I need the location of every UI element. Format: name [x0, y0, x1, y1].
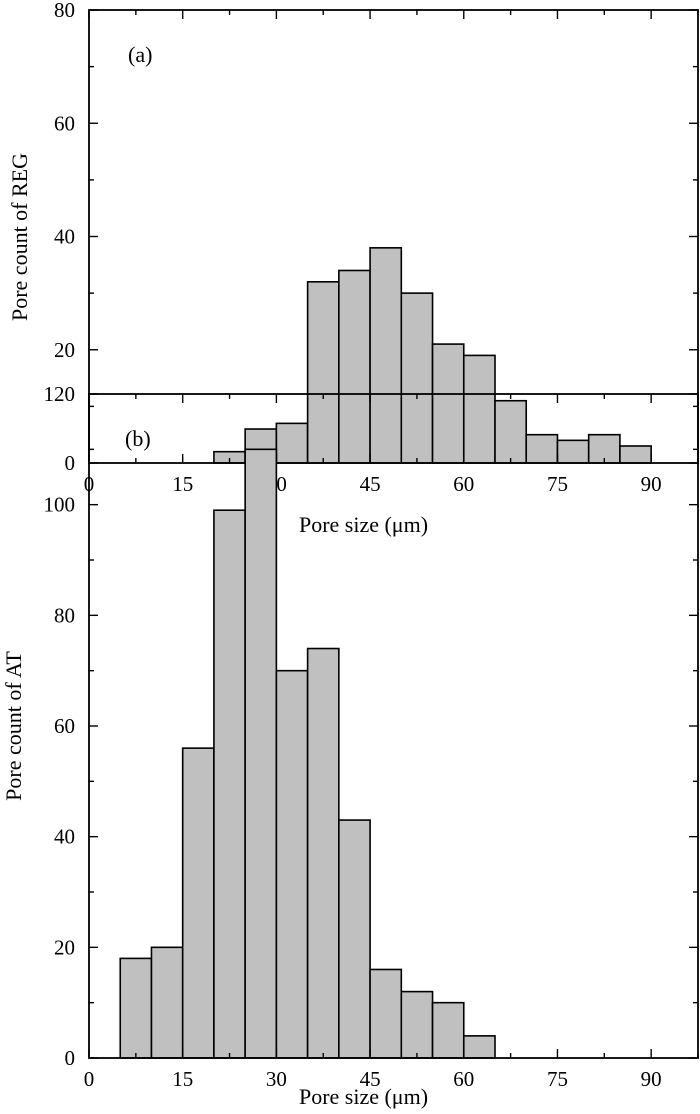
histogram-bar	[306, 647, 340, 1059]
histogram-bar	[150, 946, 184, 1059]
histogram-bar	[338, 269, 371, 464]
x-tick-label: 15	[172, 1067, 193, 1091]
y-tick-label: 100	[44, 493, 76, 517]
histogram-bar	[556, 439, 590, 464]
y-tick-label: 20	[54, 338, 75, 362]
x-tick-label: 0	[84, 1067, 95, 1091]
x-tick-label: 45	[360, 472, 381, 496]
histogram-bar	[400, 292, 434, 464]
x-tick-label: 45	[360, 1067, 381, 1091]
x-tick-label: 90	[641, 472, 662, 496]
histogram-bar	[119, 957, 153, 1059]
y-tick-label: 120	[44, 382, 76, 406]
y-tick-label: 80	[54, 603, 75, 627]
x-tick-label: 60	[453, 1067, 474, 1091]
histogram-bar	[213, 509, 246, 1059]
y-tick-label: 0	[65, 451, 76, 475]
histogram-bar	[494, 399, 528, 464]
histogram-bar	[462, 1035, 496, 1059]
x-axis-title: Pore size (μm)	[299, 512, 428, 537]
y-tick-label: 40	[54, 225, 75, 249]
histogram-bar	[431, 343, 465, 464]
y-tick-label: 20	[54, 935, 75, 959]
histogram-bar	[431, 1001, 465, 1059]
y-tick-label: 80	[54, 0, 75, 22]
panel-label: (b)	[125, 426, 151, 451]
y-tick-label: 40	[54, 825, 75, 849]
histogram-bar	[525, 433, 559, 464]
histogram-bar	[400, 990, 434, 1059]
histogram-bar	[181, 747, 215, 1059]
x-tick-label: 75	[547, 472, 568, 496]
histogram-bar	[338, 819, 371, 1059]
panel-a-histogram: 0153045607590020406080Pore size (μm)Pore…	[7, 0, 699, 537]
panel-label: (a)	[128, 42, 152, 67]
histogram-bar	[369, 968, 403, 1059]
histogram-bar	[244, 448, 278, 1059]
histogram-bar	[275, 422, 309, 464]
x-tick-label: 15	[172, 472, 193, 496]
histogram-bar	[462, 354, 496, 464]
x-tick-label: 30	[266, 1067, 287, 1091]
x-tick-label: 60	[453, 472, 474, 496]
x-tick-label: 75	[547, 1067, 568, 1091]
panel-b-histogram: 0 15 30 45 60 75 90 0 20 40 60 80 100 120 Pore size (μ…	[1, 382, 699, 1109]
x-tick-label: 90	[641, 1067, 662, 1091]
y-axis-title: Pore count of AT	[1, 651, 26, 801]
histogram-bar	[275, 669, 309, 1059]
y-axis-title: Pore count of REG	[7, 153, 32, 321]
histogram-bar	[369, 247, 403, 464]
y-tick-label: 60	[54, 714, 75, 738]
y-tick-label: 0	[65, 1046, 76, 1070]
histogram-bar	[306, 280, 340, 464]
y-tick-label: 60	[54, 111, 75, 135]
x-axis-title: Pore size (μm)	[299, 1084, 428, 1109]
histogram-bar	[619, 445, 652, 464]
